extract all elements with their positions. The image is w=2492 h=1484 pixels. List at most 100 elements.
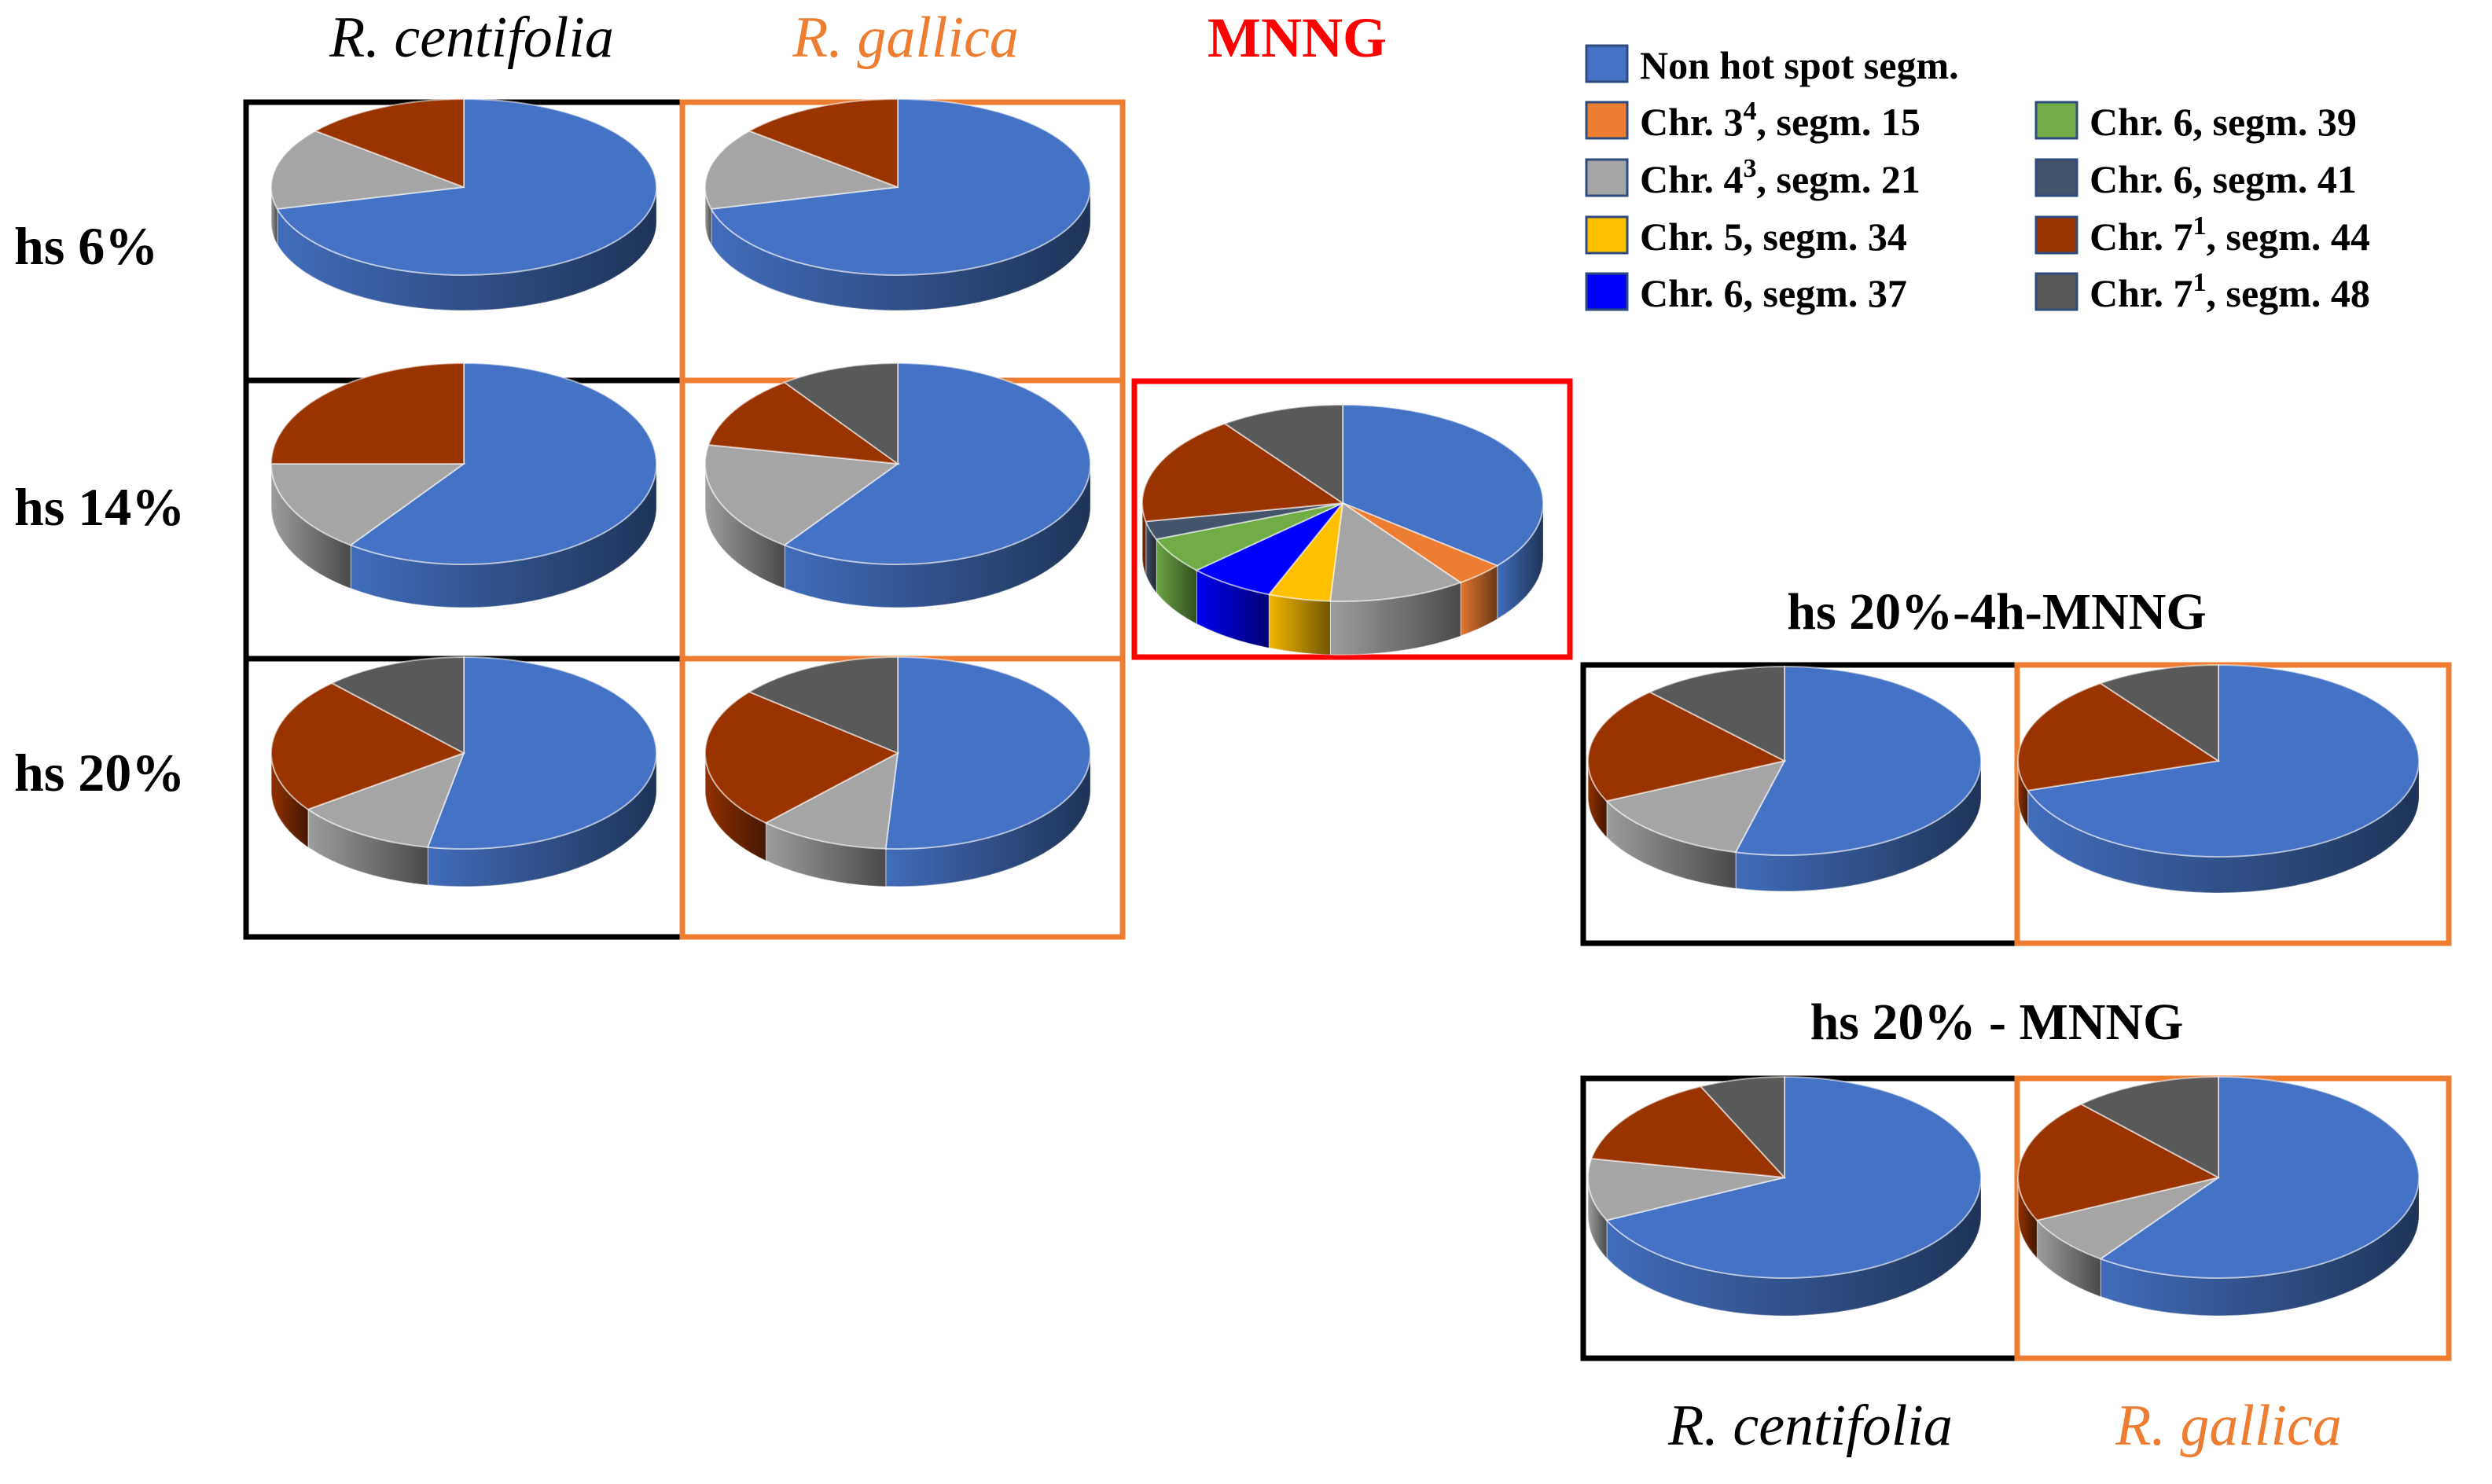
pie-side-shade bbox=[1329, 582, 1461, 656]
pie-charts bbox=[270, 97, 2420, 1317]
legend-item-chr3-15: Chr. 34, segm. 15 bbox=[1585, 97, 1920, 144]
pie-slice-chr4-21 bbox=[1587, 1157, 1785, 1221]
legend-swatch-chr6-39 bbox=[2034, 101, 2079, 140]
pie-slice-non-hot-spot bbox=[710, 97, 1091, 276]
legend-label-chr6-37: Chr. 6, segm. 37 bbox=[1640, 271, 1907, 315]
pie-gallica-hs14 bbox=[704, 362, 1091, 608]
legend-item-non-hot-spot: Non hot spot segm. bbox=[1585, 43, 1959, 87]
pie-centifolia-hs14 bbox=[270, 362, 657, 608]
pie-slice-chr7-44 bbox=[270, 681, 466, 810]
pie-side-shade bbox=[1269, 594, 1330, 655]
pie-centifolia-hs20 bbox=[270, 656, 657, 887]
legend-swatch-chr7-48 bbox=[2034, 272, 2079, 311]
pie-side-shade bbox=[2101, 1177, 2419, 1317]
pie-slice-chr7-44 bbox=[747, 97, 899, 189]
pie-slice-chr7-44 bbox=[707, 381, 901, 465]
legend-swatch-chr6-41 bbox=[2034, 158, 2079, 197]
pie-side-shade bbox=[307, 809, 428, 885]
row-title-hs20: hs 20% bbox=[14, 743, 185, 803]
group-title-4h-mnng: hs 20%-4h-MNNG bbox=[1787, 583, 2207, 641]
row-title-hs6: hs 6% bbox=[14, 216, 158, 276]
pie-side-shade bbox=[1588, 761, 1607, 838]
legend-swatch-chr7-44 bbox=[2034, 215, 2079, 255]
pie-slice-non-hot-spot bbox=[276, 97, 657, 276]
pie-slice-non-hot-spot bbox=[1342, 403, 1544, 567]
legend-swatch-non-hot-spot bbox=[1585, 44, 1629, 83]
pie-slice-chr7-48 bbox=[782, 362, 899, 465]
pie-slice-chr7-44 bbox=[1141, 422, 1345, 523]
pie-gallica-mnng bbox=[2017, 1075, 2420, 1317]
legend-label-chr3-15: Chr. 34, segm. 15 bbox=[1640, 97, 1920, 144]
col-title-centifolia: R. centifolia bbox=[329, 6, 614, 70]
legend-label-chr5-34: Chr. 5, segm. 34 bbox=[1640, 215, 1907, 259]
pie-side-shade bbox=[885, 753, 1090, 887]
legend-label-chr4-21: Chr. 43, segm. 21 bbox=[1640, 154, 1920, 201]
pie-side-shade bbox=[1497, 503, 1543, 619]
pie-slice-chr7-48 bbox=[2079, 1075, 2219, 1179]
pie-side-shade bbox=[705, 464, 785, 589]
pie-slice-non-hot-spot bbox=[884, 656, 1091, 850]
pie-slice-chr7-44 bbox=[1590, 1085, 1787, 1179]
pie-side-shade bbox=[784, 464, 1090, 608]
pie-slice-non-hot-spot bbox=[2026, 663, 2420, 858]
pie-slice-chr7-48 bbox=[1699, 1075, 1785, 1180]
pie-slice-chr4-21 bbox=[270, 130, 465, 210]
pie-side-shade bbox=[350, 464, 656, 608]
group-title-hs20-mnng: hs 20% - MNNG bbox=[1810, 994, 2184, 1051]
pie-mnng bbox=[1141, 403, 1544, 656]
pie-side-shade bbox=[2037, 1220, 2101, 1297]
pie-side-shade bbox=[766, 822, 886, 887]
pie-slice-chr7-48 bbox=[748, 656, 899, 755]
pie-side-shade bbox=[1606, 1177, 1982, 1317]
pie-side-shade bbox=[1145, 521, 1156, 593]
row-title-hs14: hs 14% bbox=[14, 477, 185, 537]
pie-side-shade bbox=[1606, 801, 1736, 889]
pie-side-shade bbox=[705, 753, 766, 861]
col-title-mnng: MNNG bbox=[1207, 6, 1387, 69]
pie-side-shade bbox=[271, 464, 351, 589]
pie-slice-chr4-21 bbox=[764, 751, 899, 850]
pie-slice-chr4-21 bbox=[704, 443, 900, 546]
pie-side-shade bbox=[271, 187, 278, 244]
pie-slice-chr7-44 bbox=[2017, 682, 2221, 792]
pie-gallica-hs6 bbox=[704, 97, 1091, 311]
pie-slice-chr7-48 bbox=[2098, 663, 2219, 762]
pie-slice-chr7-44 bbox=[270, 362, 465, 465]
pie-side-shade bbox=[1588, 1177, 1607, 1258]
pie-gallica-4h bbox=[2017, 663, 2420, 894]
legend-item-chr4-21: Chr. 43, segm. 21 bbox=[1585, 154, 1920, 201]
pie-slice-chr4-21 bbox=[306, 751, 465, 848]
pie-centifolia-4h bbox=[1587, 665, 1982, 892]
pie-slice-non-hot-spot bbox=[782, 362, 1091, 565]
pie-side-shade bbox=[271, 753, 308, 847]
pie-slice-chr6-37 bbox=[1194, 502, 1343, 596]
pie-slice-chr7-44 bbox=[313, 97, 465, 189]
legend-swatch-chr3-15 bbox=[1585, 101, 1629, 140]
pie-slice-chr4-21 bbox=[704, 130, 899, 210]
pie-slice-non-hot-spot bbox=[1604, 1075, 1982, 1279]
legend-item-chr5-34: Chr. 5, segm. 34 bbox=[1585, 215, 1907, 259]
pie-slice-chr4-21 bbox=[1329, 501, 1463, 602]
bottom-title-gallica: R. gallica bbox=[2115, 1394, 2342, 1458]
pie-slice-chr4-21 bbox=[2035, 1177, 2219, 1260]
pie-slice-non-hot-spot bbox=[426, 656, 657, 850]
pie-side-shade bbox=[428, 753, 656, 887]
bottom-title-centifolia: R. centifolia bbox=[1667, 1394, 1953, 1458]
pie-slice-chr7-48 bbox=[1648, 665, 1785, 762]
legend-swatch-chr5-34 bbox=[1585, 215, 1629, 255]
legend: Non hot spot segm. Chr. 34, segm. 15 Chr. … bbox=[1585, 43, 2370, 315]
pie-gallica-hs20 bbox=[704, 656, 1091, 887]
pie-slice-non-hot-spot bbox=[348, 362, 657, 565]
pie-side-shade bbox=[1735, 761, 1981, 891]
pie-slice-non-hot-spot bbox=[2098, 1075, 2420, 1279]
legend-label-non-hot-spot: Non hot spot segm. bbox=[1640, 43, 1959, 87]
frame-mnng bbox=[1131, 378, 1573, 660]
legend-item-chr6-39: Chr. 6, segm. 39 bbox=[2034, 100, 2357, 144]
pie-side-shade bbox=[2018, 1177, 2038, 1258]
pie-slice-chr7-44 bbox=[704, 691, 900, 825]
legend-label-chr6-39: Chr. 6, segm. 39 bbox=[2090, 100, 2357, 144]
legend-label-chr7-44: Chr. 71, segm. 44 bbox=[2090, 211, 2370, 259]
pie-slice-non-hot-spot bbox=[1734, 665, 1982, 856]
legend-item-chr6-41: Chr. 6, segm. 41 bbox=[2034, 157, 2357, 201]
pie-side-shade bbox=[1196, 570, 1270, 648]
